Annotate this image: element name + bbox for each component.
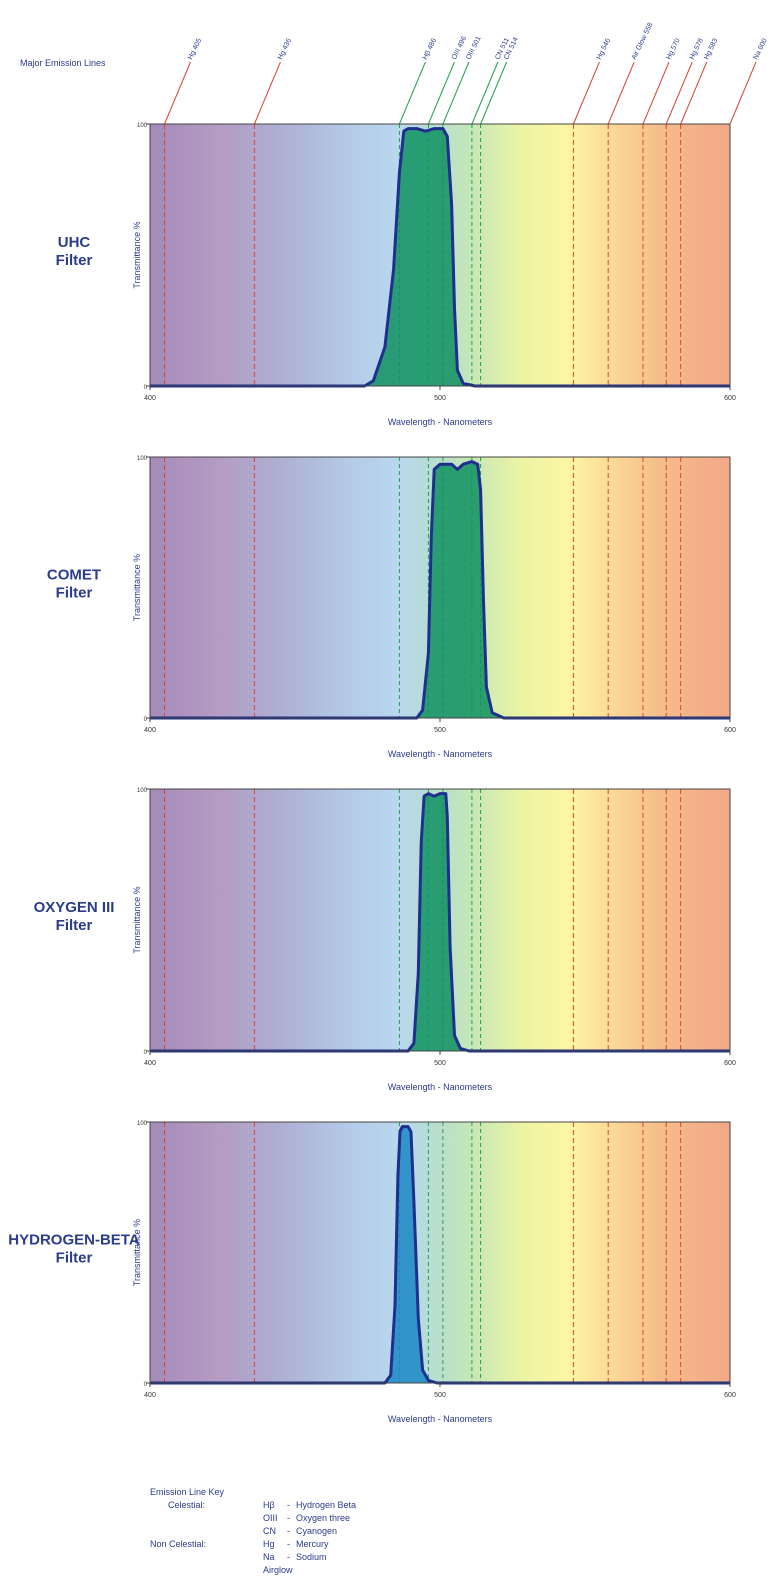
key-name: Sodium — [296, 1552, 327, 1562]
x-tick-label: 500 — [434, 1060, 446, 1067]
y-tick-label: 0 — [144, 385, 148, 391]
x-tick-label: 600 — [724, 395, 736, 402]
filter-title: UHC Filter — [56, 234, 93, 269]
emission-line-label: Hg 405 — [187, 37, 203, 60]
emission-line-leader — [164, 61, 191, 125]
filter-title: OXYGEN III Filter — [34, 899, 115, 934]
key-dash: - — [287, 1500, 290, 1510]
key-dash: - — [287, 1513, 290, 1523]
y-tick-label: 100 — [137, 1121, 148, 1127]
y-axis-label: Transmittance % — [132, 221, 142, 288]
emission-line-leader — [427, 61, 455, 125]
y-tick-label: 0 — [144, 717, 148, 723]
emission-line-leader — [607, 61, 635, 125]
emission-line-label: Hg 436 — [277, 37, 293, 60]
x-axis-label: Wavelength - Nanometers — [388, 749, 493, 759]
x-axis-label: Wavelength - Nanometers — [388, 1082, 493, 1092]
filter-title-line: OXYGEN III — [34, 899, 115, 916]
transmission-curve — [150, 792, 730, 1053]
x-tick-label: 400 — [144, 395, 156, 402]
x-tick-label: 400 — [144, 1060, 156, 1067]
x-tick-label: 500 — [434, 395, 446, 402]
key-dash: - — [287, 1526, 290, 1536]
filter-title-line: Filter — [56, 917, 93, 934]
emission-line-leader — [253, 61, 281, 125]
emission-line-leader — [680, 61, 708, 125]
key-name: Mercury — [296, 1539, 329, 1549]
emission-line-label: Hg 570 — [666, 37, 682, 60]
emission-line-leader — [665, 61, 693, 125]
y-tick-label: 100 — [137, 788, 148, 794]
x-axis-label: Wavelength - Nanometers — [388, 417, 493, 427]
key-name: Oxygen three — [296, 1513, 351, 1523]
emission-line-key: Emission Line Key Celestial: Hβ - Hydrog… — [150, 1486, 450, 1578]
transmission-curve — [150, 460, 730, 720]
emission-line-leader — [442, 61, 470, 125]
emission-line-leader — [471, 61, 499, 125]
key-symbol: Hg — [263, 1539, 275, 1549]
emission-line-leader — [398, 61, 426, 125]
emission-line-label: Hg 546 — [596, 37, 612, 60]
filter-passband-area — [150, 461, 730, 718]
x-tick-label: 500 — [434, 727, 446, 734]
key-group: Non Celestial: — [150, 1539, 207, 1549]
emission-line-label: Na 600 — [753, 37, 769, 60]
x-tick-label: 600 — [724, 727, 736, 734]
key-dash: - — [287, 1539, 290, 1549]
key-symbol: Na — [263, 1552, 275, 1562]
key-symbol: CN — [263, 1526, 276, 1536]
emission-line-label: Air Glow 558 — [631, 22, 655, 61]
key-title: Emission Line Key — [150, 1487, 225, 1497]
key-name: Hydrogen Beta — [296, 1500, 357, 1510]
key-symbol: Airglow — [263, 1565, 293, 1575]
filter-title-line: Filter — [56, 252, 93, 269]
key-group: Celestial: — [168, 1500, 206, 1510]
filter-title-line: Filter — [56, 1250, 93, 1267]
y-axis-label: Transmittance % — [132, 1219, 142, 1286]
key-name: Cyanogen — [296, 1526, 338, 1536]
filter-passband-area — [150, 793, 730, 1051]
x-tick-label: 400 — [144, 727, 156, 734]
emission-lines-label: Major Emission Lines — [20, 58, 106, 68]
x-axis-label: Wavelength - Nanometers — [388, 1414, 493, 1424]
filter-chart-3: 0 100 400 500 600 Wavelength - Nanometers Tran… — [34, 788, 736, 1092]
y-axis-label: Transmittance % — [132, 554, 142, 621]
y-tick-label: 100 — [137, 456, 148, 462]
x-tick-label: 600 — [724, 1060, 736, 1067]
y-tick-label: 0 — [144, 1050, 148, 1056]
y-tick-label: 100 — [137, 123, 148, 129]
plot-background — [150, 1122, 730, 1383]
filter-title-line: UHC — [58, 234, 91, 251]
y-axis-label: Transmittance % — [132, 886, 142, 953]
emission-line-leader — [729, 61, 757, 125]
emission-line-leader — [480, 61, 508, 125]
x-tick-label: 500 — [434, 1392, 446, 1399]
filter-title: HYDROGEN-BETA Filter — [8, 1232, 140, 1267]
filter-chart-4: 0 100 400 500 600 Wavelength - Nanometers Tran… — [8, 1121, 736, 1424]
filter-title-line: Filter — [56, 585, 93, 602]
transmission-curve — [150, 127, 730, 388]
filter-title: COMET Filter — [47, 567, 101, 602]
filter-title-line: HYDROGEN-BETA — [8, 1232, 140, 1249]
transmission-curve — [150, 1125, 730, 1385]
emission-line-leader — [642, 61, 670, 125]
key-symbol: Hβ — [263, 1500, 275, 1510]
filter-chart-1: 0 100 400 500 600 Wavelength - Nanometers Tran… — [56, 123, 736, 427]
filter-title-line: COMET — [47, 567, 101, 584]
filter-chart-2: 0 100 400 500 600 Wavelength - Nanometers Tran… — [47, 456, 736, 759]
key-symbol: OIII — [263, 1513, 278, 1523]
x-tick-label: 600 — [724, 1392, 736, 1399]
emission-line-leader — [572, 61, 600, 125]
emission-line-label: Hg 583 — [703, 37, 719, 60]
emission-line-label: OIII 501 — [465, 35, 482, 61]
key-dash: - — [287, 1552, 290, 1562]
emission-line-label: Hβ 486 — [422, 37, 438, 61]
y-tick-label: 0 — [144, 1382, 148, 1388]
x-tick-label: 400 — [144, 1392, 156, 1399]
filter-passband-area — [150, 128, 730, 386]
